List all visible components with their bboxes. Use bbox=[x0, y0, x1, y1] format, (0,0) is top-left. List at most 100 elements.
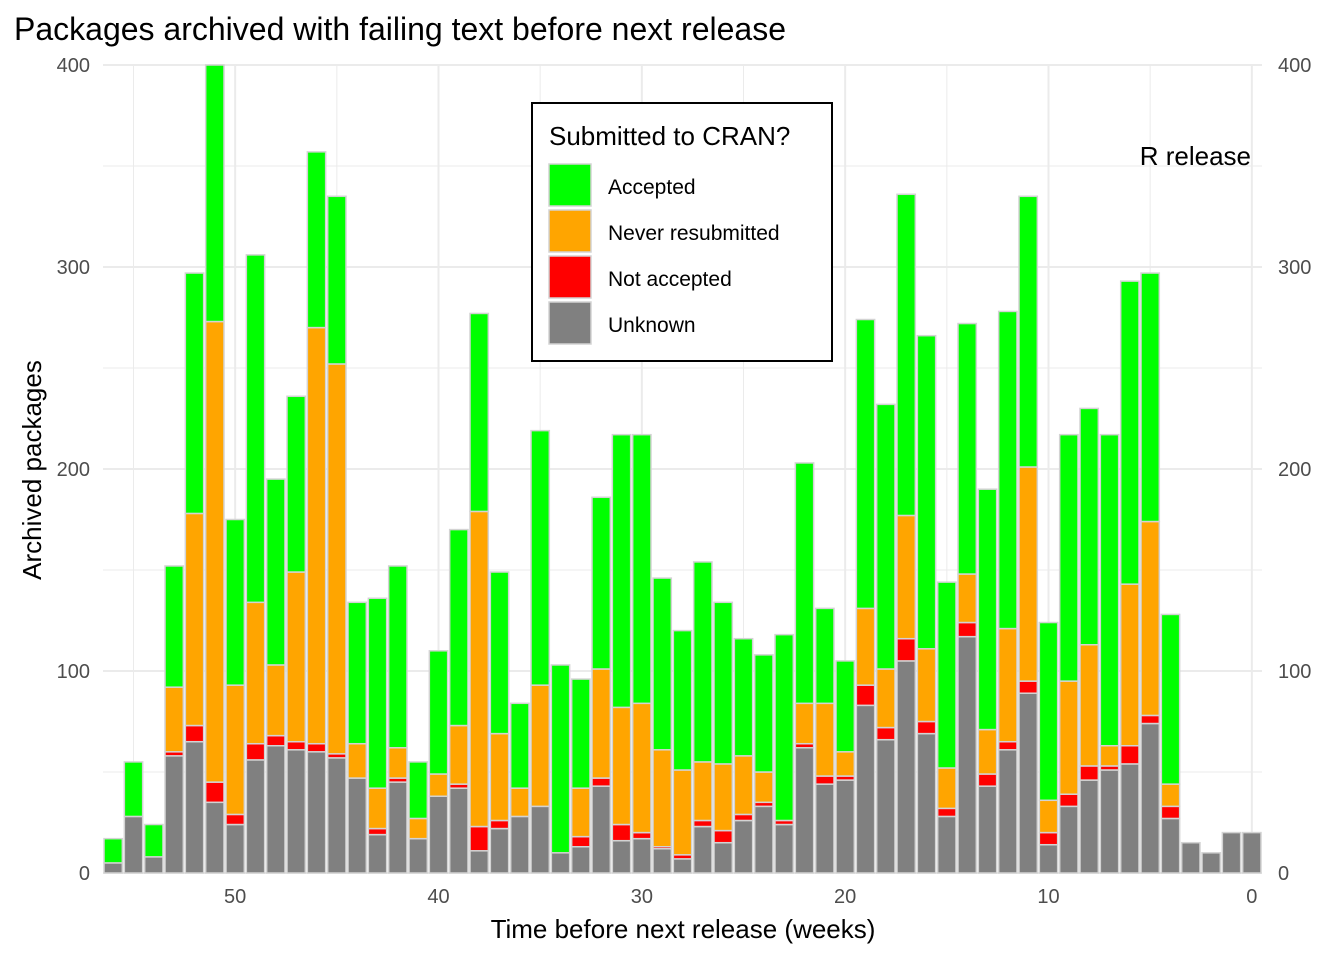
y-tick-label-right: 0 bbox=[1278, 863, 1289, 885]
bar-segment bbox=[448, 787, 469, 874]
bar-segment bbox=[835, 660, 856, 753]
bar-segment bbox=[733, 755, 754, 816]
x-tick-label: 40 bbox=[427, 886, 449, 908]
legend-swatch bbox=[548, 163, 592, 207]
x-tick-label: 10 bbox=[1037, 886, 1059, 908]
y-tick-label-right: 200 bbox=[1278, 459, 1311, 481]
bar-segment bbox=[489, 819, 510, 830]
bar-segment bbox=[896, 660, 917, 874]
bar-segment bbox=[143, 823, 164, 858]
bar-segment bbox=[611, 823, 632, 842]
bar-segment bbox=[692, 819, 713, 828]
bar-segment bbox=[306, 326, 327, 745]
bar-segment bbox=[1140, 722, 1161, 874]
bar-segment bbox=[570, 835, 591, 848]
bar-segment bbox=[387, 565, 408, 749]
bar-segment bbox=[509, 702, 530, 789]
legend: Submitted to CRAN? Accepted Never resubmi… bbox=[531, 102, 833, 362]
bar-segment bbox=[916, 334, 937, 650]
r-release-annotation: R release bbox=[1140, 141, 1251, 171]
bar-segment bbox=[733, 637, 754, 757]
bar-segment bbox=[469, 312, 490, 513]
bar-segment bbox=[672, 629, 693, 771]
bar-segment bbox=[530, 429, 551, 686]
bar-segment bbox=[1018, 466, 1039, 682]
bar-segment bbox=[997, 749, 1018, 874]
bar-segment bbox=[489, 732, 510, 822]
bar-segment bbox=[469, 825, 490, 852]
bar-segment bbox=[306, 751, 327, 874]
bar-segment bbox=[794, 747, 815, 874]
bar-segment bbox=[713, 829, 734, 844]
bar-segment bbox=[896, 514, 917, 640]
bar-segment bbox=[326, 363, 347, 755]
bar-segment bbox=[164, 565, 185, 688]
bar-segment bbox=[1038, 843, 1059, 874]
y-tick-label-right: 400 bbox=[1278, 55, 1311, 77]
bar-segment bbox=[164, 755, 185, 874]
bar-segment bbox=[591, 785, 612, 874]
bar-segment bbox=[570, 678, 591, 789]
bar-segment bbox=[835, 779, 856, 874]
bar-segment bbox=[936, 767, 957, 810]
y-tick-label-right: 100 bbox=[1278, 661, 1311, 683]
bar-segment bbox=[367, 597, 388, 789]
bar-segment bbox=[123, 761, 144, 818]
bar-segment bbox=[1241, 831, 1262, 874]
bar-segment bbox=[652, 848, 673, 874]
bar-segment bbox=[835, 751, 856, 777]
bar-segment bbox=[855, 704, 876, 874]
bar-segment bbox=[448, 724, 469, 785]
bar-segment bbox=[936, 815, 957, 874]
bar-segment bbox=[184, 740, 205, 874]
bars bbox=[103, 64, 1262, 874]
bar-segment bbox=[1140, 272, 1161, 523]
bar-segment bbox=[204, 781, 225, 804]
bar-segment bbox=[225, 813, 246, 826]
bar-segment bbox=[916, 720, 937, 735]
bar-segment bbox=[265, 734, 286, 747]
x-tick-label: 30 bbox=[631, 886, 653, 908]
bar-segment bbox=[489, 827, 510, 874]
bar-segment bbox=[814, 783, 835, 874]
bar-segment bbox=[875, 738, 896, 874]
bar-segment bbox=[611, 706, 632, 826]
bar-segment bbox=[713, 601, 734, 765]
y-tick-label: 200 bbox=[57, 459, 90, 481]
bar-segment bbox=[1160, 783, 1181, 808]
bar-segment bbox=[1018, 680, 1039, 694]
x-axis-title: Time before next release (weeks) bbox=[491, 914, 876, 944]
y-tick-label: 300 bbox=[57, 257, 90, 279]
bar-segment bbox=[692, 561, 713, 763]
bar-segment bbox=[225, 518, 246, 686]
bar-segment bbox=[631, 831, 652, 840]
x-tick-label: 50 bbox=[224, 886, 246, 908]
bar-segment bbox=[977, 728, 998, 775]
y-axis-title: Archived packages bbox=[17, 360, 47, 580]
bar-segment bbox=[977, 785, 998, 874]
bar-segment bbox=[652, 749, 673, 848]
bar-segment bbox=[530, 684, 551, 808]
bar-segment bbox=[326, 757, 347, 874]
y-tick-label: 400 bbox=[57, 55, 90, 77]
bar-segment bbox=[652, 577, 673, 751]
legend-label: Unknown bbox=[608, 314, 696, 337]
bar-segment bbox=[753, 654, 774, 773]
bar-segment bbox=[469, 850, 490, 874]
bar-segment bbox=[204, 801, 225, 874]
bar-segment bbox=[1099, 769, 1120, 874]
bar-segment bbox=[631, 837, 652, 874]
bar-segment bbox=[286, 740, 307, 751]
bar-segment bbox=[631, 702, 652, 834]
bar-segment bbox=[814, 607, 835, 705]
y-tick-label: 100 bbox=[57, 661, 90, 683]
bar-segment bbox=[591, 496, 612, 670]
bar-segment bbox=[591, 777, 612, 787]
legend-label: Never resubmitted bbox=[608, 222, 780, 245]
bar-segment bbox=[1119, 280, 1140, 585]
bar-segment bbox=[1099, 744, 1120, 767]
bar-segment bbox=[1140, 714, 1161, 725]
bar-segment bbox=[753, 805, 774, 874]
